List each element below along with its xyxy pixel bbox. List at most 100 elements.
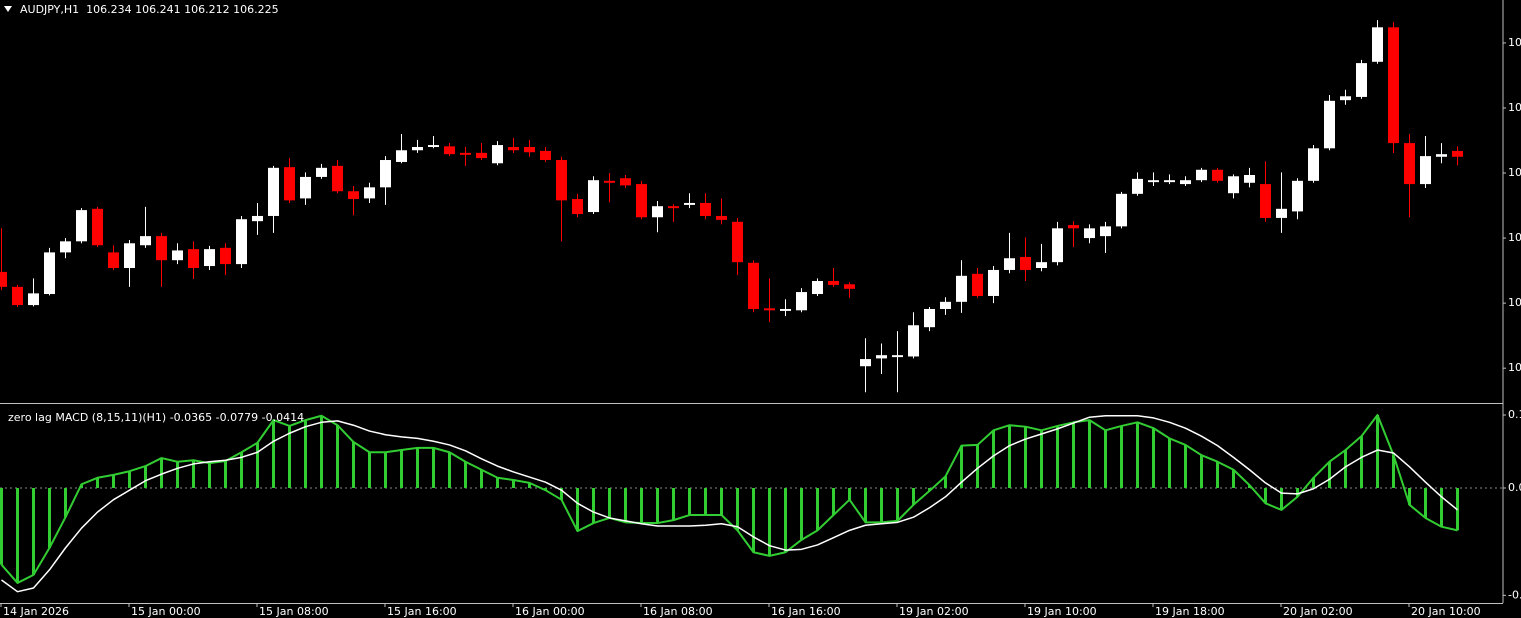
histogram-bar (48, 488, 51, 548)
x-tick-label: 15 Jan 16:00 (387, 605, 457, 618)
histogram-bar (0, 488, 3, 565)
histogram-bar (960, 445, 963, 489)
candle-body (140, 236, 151, 246)
histogram-bar (368, 452, 371, 489)
histogram-bar (976, 444, 979, 489)
candle-body (1100, 226, 1111, 237)
histogram-bar (112, 474, 115, 489)
x-tick-label: 14 Jan 2026 (3, 605, 69, 618)
histogram-bar (656, 488, 659, 524)
candle-body (748, 262, 759, 309)
candle-body (364, 187, 375, 199)
histogram-bar (1312, 477, 1315, 489)
candle-body (604, 180, 615, 183)
candle-body (444, 146, 455, 155)
candle-body (764, 308, 775, 311)
candle-body (1420, 156, 1431, 185)
candle-body (1132, 178, 1143, 194)
histogram-bar (624, 488, 627, 523)
candle-body (668, 206, 679, 209)
candle-body (0, 271, 7, 287)
histogram-bar (272, 420, 275, 489)
macd-line (0, 414, 1458, 584)
candle-body (188, 249, 199, 268)
candle-body (156, 236, 167, 261)
histogram-bar (1056, 425, 1059, 489)
candle-body (860, 359, 871, 367)
histogram-bar (1088, 420, 1091, 489)
y-tick-label: 10 (1508, 231, 1521, 244)
histogram-bar (208, 463, 211, 489)
histogram-bar (1264, 488, 1267, 504)
symbol-menu-arrow[interactable] (4, 6, 12, 12)
candle-body (1020, 256, 1031, 270)
histogram-bar (1376, 415, 1379, 489)
candle-body (1196, 169, 1207, 181)
histogram-bar (1136, 422, 1139, 489)
candle-body (540, 150, 551, 161)
histogram-bar (144, 466, 147, 489)
candle-body (348, 191, 359, 200)
histogram-bar (448, 452, 451, 489)
histogram-bar (944, 476, 947, 489)
candle-body (108, 252, 119, 268)
y-tick-label: 0.1 (1508, 408, 1521, 421)
histogram-bar (1024, 426, 1027, 489)
candle-body (1372, 27, 1383, 62)
histogram-bar (848, 488, 851, 500)
candle-body (1164, 180, 1175, 183)
candle-body (1308, 148, 1319, 181)
candle-body (732, 221, 743, 263)
candle-body (684, 202, 695, 205)
histogram-bar (1408, 488, 1411, 505)
candle-body (924, 308, 935, 328)
y-tick-label: 10 (1508, 101, 1521, 114)
histogram-bar (64, 488, 67, 518)
histogram-bar (768, 488, 771, 556)
histogram-bar (688, 488, 691, 516)
x-tick-label: 16 Jan 08:00 (643, 605, 713, 618)
candle-body (1004, 258, 1015, 270)
candle-body (1148, 180, 1159, 183)
candle-body (492, 145, 503, 164)
candle-body (236, 219, 247, 265)
signal-line (1, 414, 1458, 593)
candle-body (1228, 176, 1239, 194)
candle-body (412, 147, 423, 151)
candle-body (1244, 174, 1255, 183)
y-tick-label: 10 (1508, 296, 1521, 309)
histogram-bar (1104, 430, 1107, 489)
candle-body (1084, 228, 1095, 239)
histogram-bar (496, 477, 499, 489)
candle-body (300, 176, 311, 199)
histogram-bar (384, 452, 387, 489)
chart-title: AUDJPY,H1 106.234 106.241 106.212 106.22… (20, 3, 279, 16)
candle-body (780, 308, 791, 311)
y-tick-label: 0.0 (1508, 481, 1521, 494)
histogram-bar (240, 452, 243, 489)
candle-body (380, 160, 391, 188)
candle-body (1212, 169, 1223, 181)
candle-body (1276, 208, 1287, 218)
candle-body (956, 275, 967, 302)
candle-body (1452, 150, 1463, 157)
candle-body (252, 215, 263, 222)
histogram-bar (720, 488, 723, 516)
histogram-bar (1216, 461, 1219, 489)
histogram-bar (1360, 436, 1363, 489)
candle-body (1356, 63, 1367, 97)
histogram-bar (1280, 488, 1283, 510)
histogram-bar (560, 488, 563, 500)
histogram-bar (1008, 425, 1011, 489)
histogram-bar (1232, 469, 1235, 489)
candle-body (844, 284, 855, 289)
candle-body (316, 167, 327, 177)
candle-body (76, 210, 87, 242)
histogram-bar (1152, 428, 1155, 489)
histogram-bar (608, 488, 611, 518)
candle-body (892, 355, 903, 358)
candle-body (620, 178, 631, 186)
candle-body (332, 165, 343, 192)
histogram-bar (992, 430, 995, 489)
histogram-bar (304, 420, 307, 489)
